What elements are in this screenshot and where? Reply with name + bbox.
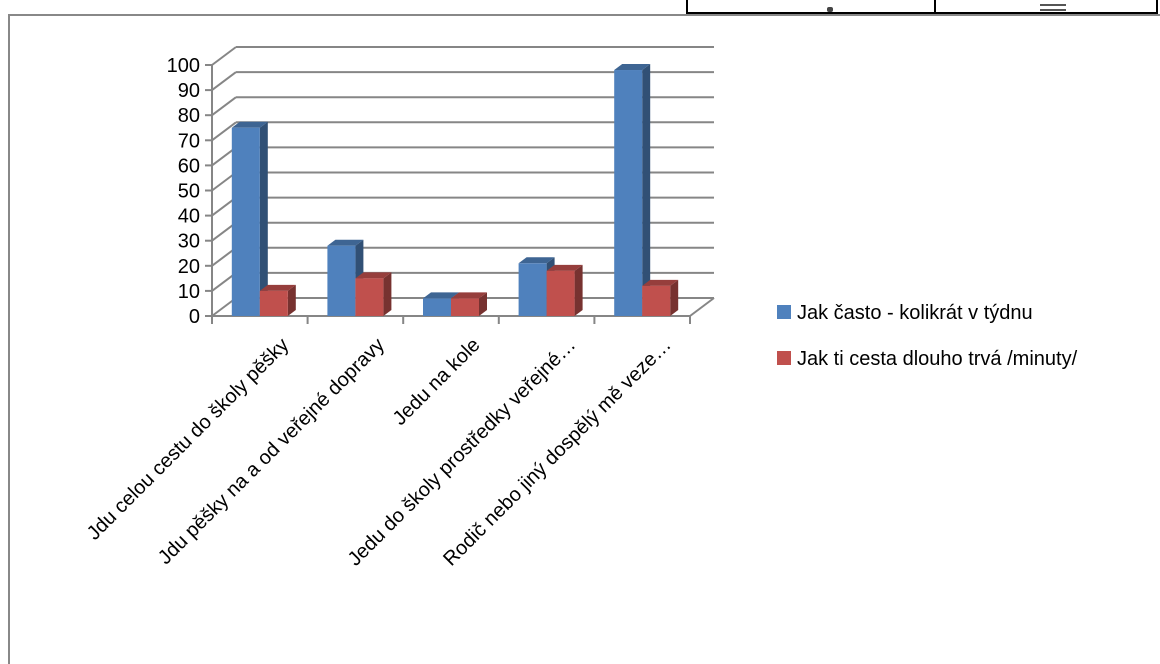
bar-side-face [642, 64, 651, 317]
legend-swatch [777, 305, 791, 319]
bar-front-face [327, 245, 356, 316]
bar-duration [355, 272, 392, 316]
bar-front-face [259, 290, 288, 316]
bar-top-face [423, 292, 459, 299]
gridline-side [211, 71, 237, 91]
x-category-label: Jedu na kole [389, 334, 485, 430]
table-divider [934, 0, 936, 14]
bar-side-face [574, 264, 583, 316]
bar-top-face [327, 239, 364, 246]
y-tick-label: 20 [178, 256, 200, 278]
bar-duration [259, 284, 296, 316]
gridline-side [211, 46, 237, 66]
legend-label: Jak často - kolikrát v týdnu [797, 302, 1033, 324]
bar-side-face [670, 279, 679, 316]
table-cell-mark [827, 7, 833, 12]
floor-edge [689, 297, 715, 317]
bar-duration [642, 279, 679, 316]
bar-duration [451, 292, 487, 316]
bar-side-face [287, 284, 296, 316]
y-axis-tick-labels: 0 10 20 30 40 50 60 70 80 90 100 [167, 55, 200, 328]
bar-top-face [355, 272, 392, 279]
gridline-side [211, 96, 237, 116]
bar-top-face [518, 257, 555, 264]
bar-top-face [614, 64, 651, 71]
x-category-label: Jdu celou cestu do školy pěšky [83, 334, 294, 545]
bar-front-face [451, 298, 479, 316]
bar-side-face [479, 292, 487, 316]
y-tick-label: 90 [178, 80, 200, 102]
legend-label: Jak ti cesta dlouho trvá /minuty/ [797, 348, 1078, 370]
y-tick-label: 0 [189, 306, 200, 328]
y-tick-label: 60 [178, 155, 200, 177]
bar-top-face [546, 264, 583, 271]
bar-front-face [546, 270, 575, 316]
bar-frequency [231, 121, 268, 316]
y-tick-label: 100 [167, 55, 200, 77]
bar-top-face [231, 121, 268, 128]
y-tick-label: 30 [178, 231, 200, 253]
bar-front-face [518, 263, 547, 316]
bar-frequency [614, 64, 651, 317]
bar-top-face [451, 292, 487, 299]
y-tick-label: 10 [178, 281, 200, 303]
bar-top-face [259, 284, 296, 291]
bar-top-face [642, 279, 679, 286]
chart-frame [8, 14, 1160, 664]
chart-legend: Jak často - kolikrát v týdnu Jak ti cesta… [777, 302, 1078, 370]
bar-duration [546, 264, 583, 316]
y-tick-label: 80 [178, 105, 200, 127]
bar-front-face [423, 298, 451, 316]
y-tick-label: 40 [178, 206, 200, 228]
y-tick-label: 70 [178, 130, 200, 152]
bar-front-face [642, 285, 671, 316]
bar-front-face [614, 70, 643, 317]
bar-side-face [383, 272, 392, 316]
gridline-side [211, 121, 237, 142]
chart-bars [231, 64, 679, 317]
bar-front-face [355, 278, 384, 316]
y-tick-label: 50 [178, 181, 200, 203]
bar-side-face [259, 121, 268, 316]
table-cell-value [1040, 4, 1066, 11]
legend-swatch [777, 351, 791, 365]
top-table-fragment [686, 0, 1158, 14]
bar-front-face [231, 127, 260, 316]
